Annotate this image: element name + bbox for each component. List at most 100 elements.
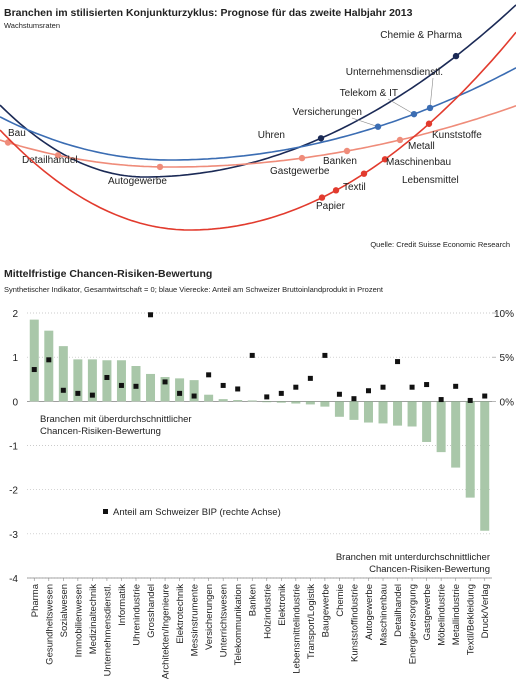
bar: [378, 401, 388, 424]
x-tick-label: Textil/Bekleidung: [466, 584, 477, 655]
square-marker: [351, 396, 357, 402]
square-marker: [453, 383, 459, 389]
square-marker: [75, 390, 81, 396]
bar: [204, 394, 214, 402]
x-tick-label: Druck/Verlag: [480, 584, 491, 638]
square-marker: [46, 357, 52, 363]
annotation: Branchen mit unterdurchschnittlicher: [336, 552, 490, 563]
square-marker: [293, 384, 299, 390]
square-marker: [206, 372, 212, 378]
x-tick-label: Gesundheitswesen: [44, 584, 55, 665]
x-tick-label: Autogewerbe: [364, 584, 375, 640]
bar: [29, 319, 39, 402]
square-marker: [264, 394, 270, 400]
bar: [305, 401, 315, 405]
cycle-label: Lebensmittel: [402, 175, 459, 186]
cycle-label: Detailhandel: [22, 155, 78, 166]
x-tick-label: Chemie: [335, 584, 346, 617]
x-tick-label: Uhrenindustrie: [131, 584, 142, 646]
cycle-label: Maschinenbau: [386, 157, 451, 168]
cycle-point: [332, 187, 340, 194]
cycle-point: [360, 170, 368, 177]
cycle-label: Autogewerbe: [108, 176, 167, 187]
cycle-point: [318, 194, 326, 201]
cycle-point: [410, 110, 418, 118]
y-tick-label: 1: [12, 353, 18, 364]
square-marker: [220, 382, 226, 388]
bar: [146, 373, 156, 402]
bar: [218, 399, 228, 402]
square-marker: [104, 374, 110, 380]
bar: [87, 359, 97, 402]
x-tick-label: Medizinaltechnik: [88, 584, 99, 654]
x-tick-label: Architekten/Ingenieure: [161, 584, 172, 679]
top-title: Branchen im stilisierten Konjunkturzyklu…: [4, 7, 413, 19]
bar: [160, 377, 170, 402]
cycle-label: Papier: [316, 201, 346, 212]
bottom-subtitle: Synthetischer Indikator, Gesamtwirtschaf…: [4, 285, 384, 294]
cycle-label: Textil: [343, 182, 366, 193]
square-marker: [322, 352, 328, 358]
bar: [131, 366, 141, 402]
cycle-curve: [0, 67, 516, 161]
bar: [262, 401, 272, 403]
square-marker: [235, 386, 241, 392]
annotation: Chancen-Risiken-Bewertung: [369, 564, 490, 575]
cycle-point: [374, 123, 382, 130]
cycle-label: Metall: [408, 141, 435, 152]
square-marker: [60, 387, 66, 393]
y2-tick-label: 0%: [500, 397, 515, 408]
square-marker: [31, 367, 37, 373]
square-marker: [380, 384, 386, 390]
x-tick-label: Lebensmittelindustrie: [291, 584, 302, 674]
cycle-label: Gastgewerbe: [270, 166, 330, 177]
x-tick-label: Transport/Logistik: [306, 584, 317, 659]
cycle-curve: [0, 4, 516, 178]
bar: [465, 401, 475, 498]
square-marker: [162, 379, 168, 385]
square-marker: [118, 382, 124, 388]
x-tick-label: Elektrotechnik: [175, 584, 186, 644]
x-tick-label: Immobilienwesen: [73, 584, 84, 657]
cycle-point: [452, 52, 460, 60]
x-tick-label: Detailhandel: [393, 584, 404, 637]
cycle-label: Telekom & IT: [340, 88, 398, 99]
square-marker: [438, 397, 444, 403]
square-marker: [148, 312, 154, 318]
x-tick-label: Holzindustrie: [262, 584, 273, 639]
x-tick-label: Versicherungen: [204, 584, 215, 650]
cycle-label: Chemie & Pharma: [380, 30, 462, 41]
cycle-curve: [0, 105, 516, 168]
bar: [247, 400, 257, 402]
cycle-point: [425, 120, 433, 127]
square-marker: [249, 352, 255, 358]
cycle-label: Banken: [323, 156, 357, 167]
bar: [436, 401, 446, 453]
x-tick-label: Telekommunikation: [233, 584, 244, 665]
square-marker: [191, 393, 197, 399]
x-tick-label: Energieversorgung: [408, 584, 419, 664]
square-marker: [278, 390, 284, 396]
annotation: Branchen mit überdurchschnittlicher: [40, 414, 192, 425]
cycle-label: Bau: [8, 128, 26, 139]
bar: [175, 378, 185, 402]
x-tick-label: Metallindustrie: [451, 584, 462, 645]
y2-tick-label: 5%: [500, 353, 515, 364]
square-marker: [409, 384, 415, 390]
legend-marker: [103, 509, 108, 514]
bar: [480, 401, 490, 531]
leader-line: [387, 98, 415, 115]
x-tick-label: Banken: [248, 584, 259, 616]
bar: [334, 401, 344, 417]
bar: [422, 401, 432, 442]
cycle-label: Kunststoffe: [432, 130, 482, 141]
y-tick-label: -4: [9, 574, 18, 585]
source: Quelle: Credit Suisse Economic Research: [370, 240, 510, 249]
cycle-label: Versicherungen: [293, 107, 363, 118]
cycle-point: [317, 135, 325, 142]
x-tick-label: Informatik: [117, 584, 128, 626]
cycle-point: [396, 136, 404, 144]
x-tick-label: Baugewerbe: [320, 584, 331, 637]
square-marker: [133, 383, 139, 389]
